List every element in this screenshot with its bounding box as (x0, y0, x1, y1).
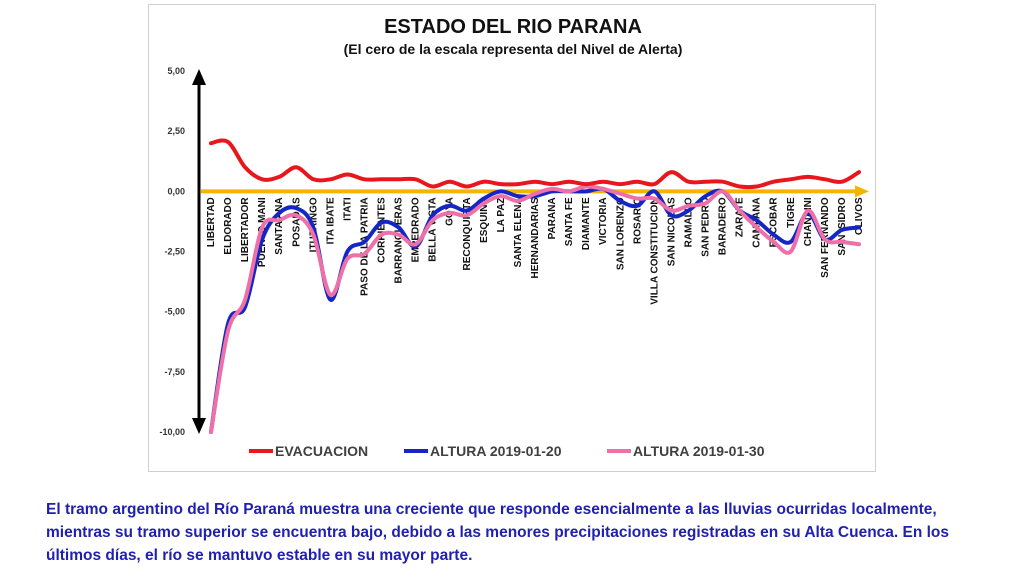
x-category-label: ZARATE (735, 197, 746, 237)
x-category-label: BARRANQUERAS (394, 197, 405, 283)
arrow-up-icon (192, 69, 206, 85)
x-category-label: LIBERTAD (206, 197, 217, 247)
zero-axis-arrow (201, 185, 869, 198)
x-category-label: SANTA FE (564, 197, 575, 246)
series-line-0 (209, 138, 861, 190)
series-line-2 (209, 184, 861, 434)
x-category-label: TIGRE (786, 197, 797, 228)
x-category-label: CHANAINI (803, 197, 814, 246)
x-category-label: SANTA ELENA (513, 197, 524, 267)
x-category-label: EMPEDRADO (411, 197, 422, 262)
x-category-label: PASO DE LA PATRIA (359, 197, 370, 296)
y-tick-label: 0,00 (167, 186, 185, 196)
y-tick-label: 2,50 (167, 126, 185, 136)
y-tick-label: 5,00 (167, 66, 185, 76)
x-category-label: DIAMANTE (581, 197, 592, 250)
chart-title: ESTADO DEL RIO PARANA (384, 16, 642, 38)
x-category-label: ITATI (342, 197, 353, 221)
x-category-label: PUERTO MANI (257, 197, 268, 267)
x-category-label: ROSARIO (632, 197, 643, 244)
caption-text: El tramo argentino del Río Paraná muestr… (46, 501, 950, 564)
x-category-label: RAMALLO (683, 197, 694, 247)
x-category-label: BELLA VISTA (428, 197, 439, 261)
x-category-label: VILLA CONSTITUCION (649, 197, 660, 304)
x-category-label: SAN PEDRO (701, 197, 712, 257)
arrow-down-icon (192, 418, 206, 434)
x-category-label: SAN LORENZO (615, 197, 626, 270)
x-category-label: BARADERO (718, 197, 729, 255)
x-category-label: RECONQUISTA (462, 197, 473, 270)
x-category-label: LA PAZ (496, 197, 507, 232)
legend-label: ALTURA 2019-01-30 (633, 443, 765, 459)
x-category-label: ELDORADO (223, 197, 234, 254)
x-category-label: POSADAS (291, 197, 302, 247)
vertical-axis-arrow (192, 69, 206, 434)
chart: ESTADO DEL RIO PARANA (El cero de la esc… (159, 16, 869, 459)
y-tick-label: -5,00 (164, 307, 185, 317)
x-category-label: SANTA ANA (274, 197, 285, 254)
y-tick-label: -7,50 (164, 367, 185, 377)
x-category-label: CORRIENTES (377, 197, 388, 263)
x-category-label: SAN ISIDRO (837, 197, 848, 256)
y-tick-label: -10,00 (159, 427, 185, 437)
y-axis-ticks: 5,00 2,50 0,00 -2,50 -5,00 -7,50 -10,00 (159, 66, 185, 437)
x-category-label: VICTORIA (598, 197, 609, 245)
y-tick-label: -2,50 (164, 247, 185, 257)
legend: EVACUACION ALTURA 2019-01-20 ALTURA 2019-0… (249, 443, 765, 459)
x-category-label: HERNANDARIAS (530, 197, 541, 278)
x-category-label: SAN NICOLAS (666, 197, 677, 266)
x-category-label: ESQUINA (479, 197, 490, 243)
series-lines (209, 138, 861, 434)
chart-subtitle: (El cero de la escala representa del Niv… (344, 41, 683, 57)
legend-label: EVACUACION (275, 443, 368, 459)
x-category-label: OLIVOS (854, 197, 865, 235)
chart-frame: ESTADO DEL RIO PARANA (El cero de la esc… (148, 4, 876, 472)
x-category-label: PARANA (547, 197, 558, 239)
arrow-right-icon (855, 185, 869, 198)
x-category-label: ESCOBAR (769, 197, 780, 248)
legend-label: ALTURA 2019-01-20 (430, 443, 562, 459)
x-category-label: LIBERTADOR (240, 197, 251, 263)
x-category-label: ITA IBATE (325, 197, 336, 244)
